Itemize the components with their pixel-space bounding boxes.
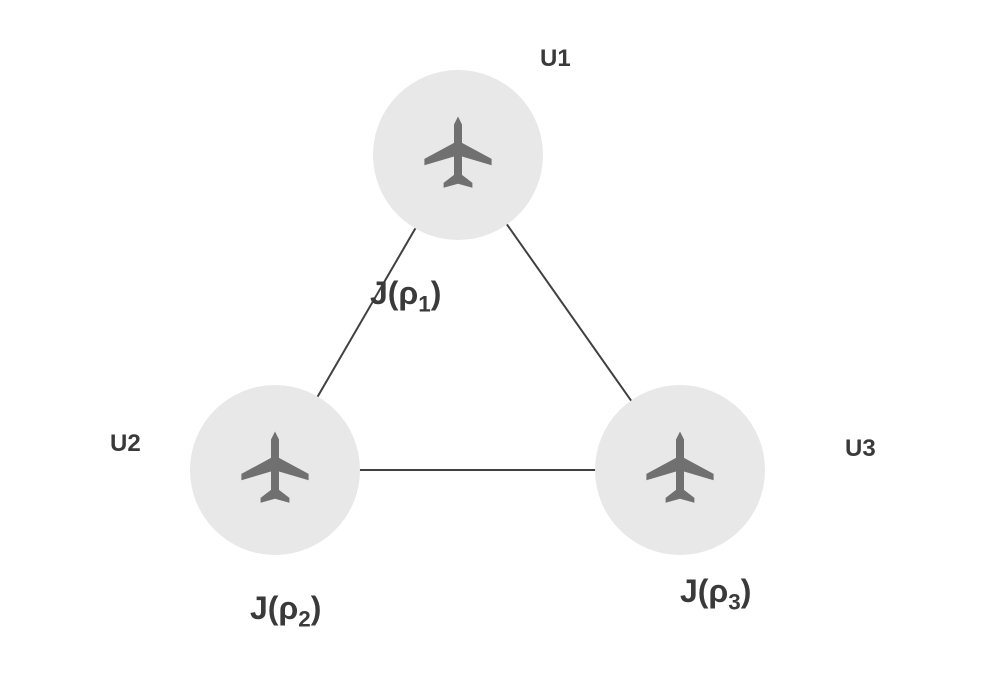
function-label: J(ρ1) [370, 275, 441, 317]
node-label: U2 [110, 430, 141, 458]
function-label: J(ρ3) [680, 573, 751, 615]
airplane-icon [418, 113, 498, 198]
node-label: U1 [540, 45, 571, 73]
node-label: U3 [845, 435, 876, 463]
network-diagram: U1 J(ρ1) U2 J(ρ2) U3 J(ρ3) [0, 0, 1000, 690]
function-label: J(ρ2) [250, 590, 321, 632]
airplane-icon [640, 428, 720, 513]
airplane-icon [235, 428, 315, 513]
